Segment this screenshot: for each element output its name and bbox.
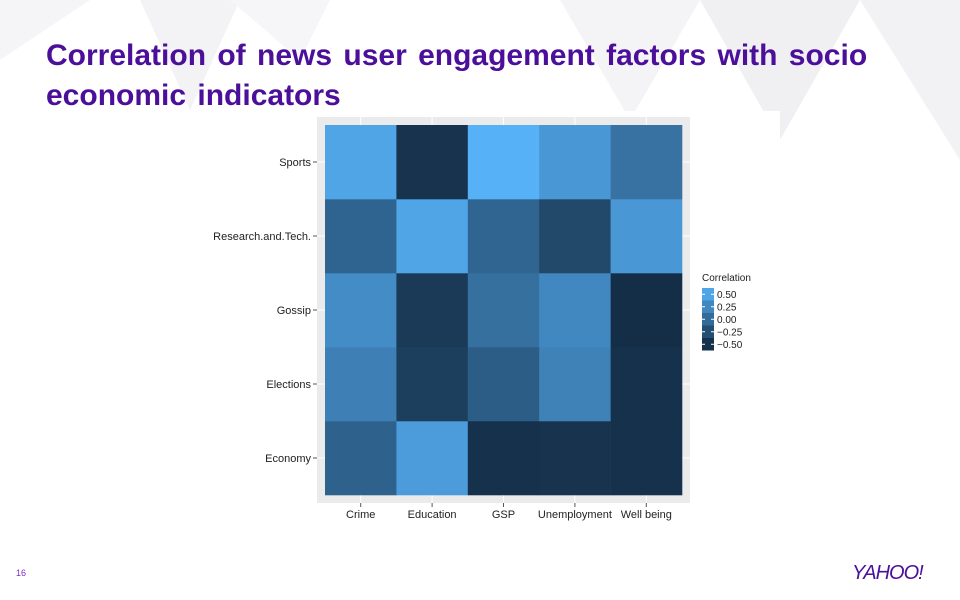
legend-key — [702, 338, 714, 351]
legend-key — [702, 300, 714, 313]
heatmap-cell — [325, 125, 397, 200]
heatmap-cell — [396, 347, 469, 422]
legend-key — [702, 313, 714, 326]
heatmap-cell — [610, 125, 683, 200]
heatmap-cell — [325, 199, 397, 274]
slide-title: Correlation of news user engagement fact… — [46, 39, 868, 112]
y-tick-label: Elections — [266, 379, 311, 391]
legend-label: −0.25 — [717, 327, 743, 338]
heatmap-cell — [467, 421, 540, 496]
heatmap-cell — [610, 273, 683, 348]
heatmap-cell — [467, 199, 540, 274]
heatmap-cell — [539, 125, 611, 200]
x-tick-label: Unemployment — [538, 509, 612, 521]
legend-label: 0.50 — [717, 290, 737, 301]
heatmap-cell — [539, 347, 611, 422]
heatmap-cell — [396, 421, 469, 496]
heatmap-cell — [396, 199, 469, 274]
heatmap-cell — [539, 199, 611, 274]
yahoo-logo: YAHOO! — [852, 562, 924, 584]
heatmap-cell — [467, 125, 540, 200]
y-tick-label: Sports — [279, 157, 311, 169]
heatmap-cell — [396, 273, 469, 348]
x-tick-label: Crime — [346, 509, 375, 521]
heatmap-cell — [467, 347, 540, 422]
legend-title: Correlation — [702, 273, 751, 284]
x-tick-label: Well being — [621, 509, 672, 521]
legend-key — [702, 288, 714, 301]
y-tick-label: Economy — [265, 453, 311, 465]
y-tick-label: Gossip — [277, 305, 311, 317]
x-tick-label: Education — [408, 509, 457, 521]
heatmap-cell — [325, 273, 397, 348]
heatmap-chart: Crime Education GSP Unemployment Well being E… — [213, 117, 751, 521]
heatmap-cell — [396, 125, 469, 200]
heatmap-cell — [610, 347, 683, 422]
legend-key — [702, 325, 714, 338]
page-number: 16 — [16, 568, 27, 578]
heatmap-cell — [325, 347, 397, 422]
chart-panel: Crime Education GSP Unemployment Well being E… — [180, 111, 780, 531]
y-tick-label: Research.and.Tech. — [213, 231, 311, 243]
x-tick-label: GSP — [492, 509, 515, 521]
legend-label: −0.50 — [717, 340, 743, 351]
legend-label: 0.25 — [717, 302, 737, 313]
heatmap-cell — [610, 199, 683, 274]
legend-label: 0.00 — [717, 315, 737, 326]
heatmap-cell — [325, 421, 397, 496]
heatmap-cell — [467, 273, 540, 348]
heatmap-cell — [610, 421, 683, 496]
heatmap-cell — [539, 273, 611, 348]
heatmap-cell — [539, 421, 611, 496]
